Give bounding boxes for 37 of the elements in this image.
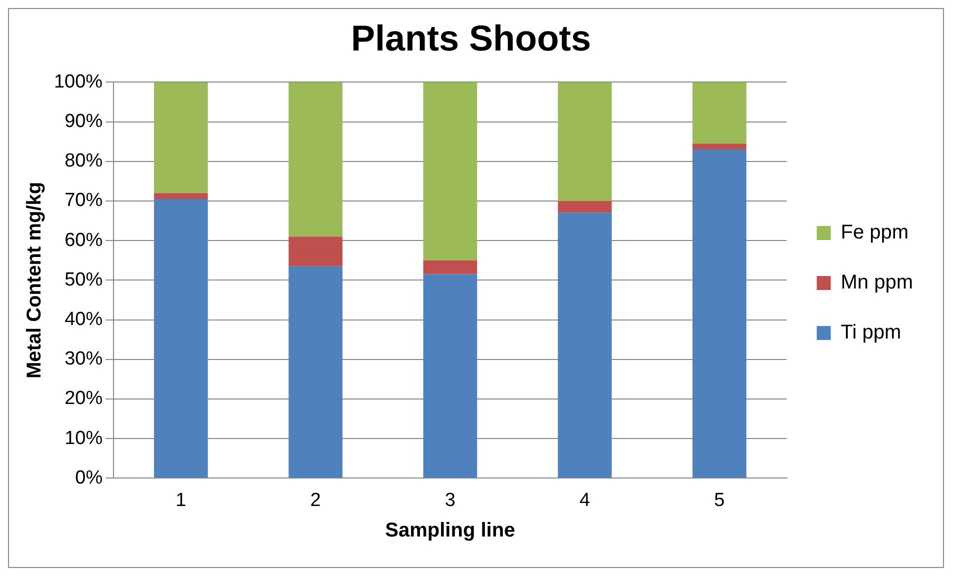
bar [154, 82, 208, 194]
x-tick-label: 5 [714, 490, 725, 511]
bar [692, 82, 746, 144]
bar [154, 199, 208, 478]
legend-label: Fe ppm [840, 222, 909, 244]
y-tick-label: 30% [64, 348, 103, 370]
y-tick-label: 60% [64, 230, 103, 251]
x-tick-label: 4 [580, 490, 591, 511]
bar [423, 274, 478, 478]
x-tick-label: 1 [176, 490, 186, 511]
y-tick-label: 90% [64, 111, 103, 132]
bar [692, 150, 746, 478]
bar [692, 144, 746, 150]
y-tick-label: 70% [64, 190, 103, 212]
y-tick-label: 0% [75, 467, 103, 488]
y-tick-label: 20% [64, 388, 103, 410]
bar [558, 212, 612, 478]
y-tick-label: 100% [54, 71, 103, 92]
y-tick-label: 80% [64, 150, 103, 172]
bar [558, 82, 612, 201]
legend-label: Mn ppm [840, 272, 914, 294]
x-axis-title: Sampling line [385, 520, 516, 542]
legend-label: Ti ppm [840, 322, 902, 344]
bar [423, 82, 478, 260]
bar [558, 201, 612, 213]
x-tick-label: 3 [444, 490, 456, 511]
y-tick-label: 10% [64, 428, 103, 449]
bar [423, 260, 478, 274]
y-axis-title: Metal Content mg/kg [24, 182, 46, 379]
bar [288, 82, 342, 237]
chart-title: Plants Shoots [350, 18, 592, 59]
y-tick-label: 40% [64, 309, 103, 330]
y-tick-label: 50% [64, 269, 103, 290]
bar [288, 266, 342, 478]
bar [288, 236, 342, 266]
bar [154, 193, 208, 200]
x-tick-label: 2 [310, 490, 321, 511]
